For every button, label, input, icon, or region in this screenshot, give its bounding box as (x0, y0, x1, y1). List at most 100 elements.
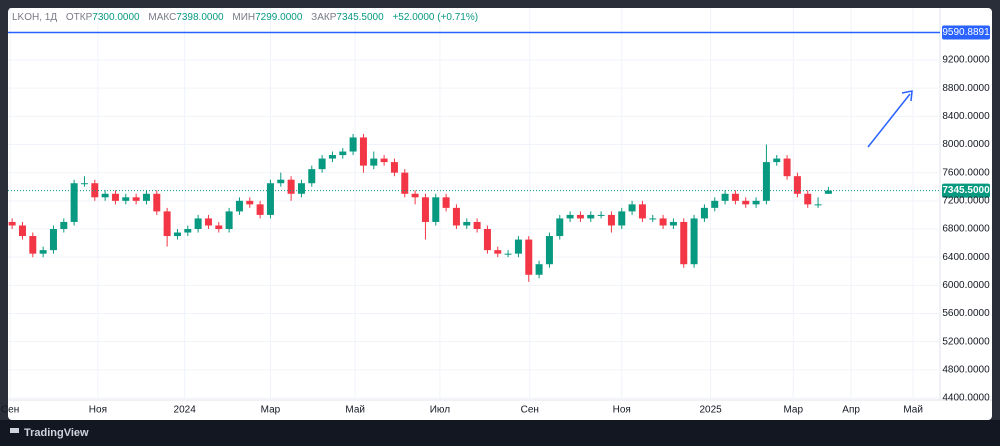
x-tick-label: Мар (261, 405, 281, 416)
y-tick-label: 9200.0000 (942, 55, 990, 66)
candle-body (70, 183, 78, 222)
candle-body (49, 229, 57, 251)
candle-body (793, 176, 801, 194)
candle-body (339, 151, 347, 156)
candle-body (504, 253, 512, 255)
candle-body (514, 239, 522, 254)
candle-body (463, 221, 471, 226)
brand: TradingView (24, 427, 89, 439)
candle-body (432, 197, 440, 222)
x-tick-label: 2024 (174, 405, 197, 416)
candle-body (731, 193, 739, 201)
grid (8, 8, 940, 400)
candle-body (142, 193, 150, 201)
y-tick-label: 4800.0000 (942, 364, 990, 375)
x-tick-label: Апр (842, 405, 860, 416)
y-tick-label: 4400.0000 (942, 393, 990, 404)
candle-body (804, 193, 812, 205)
candle-body (153, 193, 161, 212)
candle-body (483, 229, 491, 251)
candle-body (184, 229, 192, 233)
candle-body (39, 250, 47, 254)
candle-body (566, 214, 574, 219)
candle-body (91, 183, 99, 198)
candle-body (215, 225, 223, 230)
candle-body (204, 218, 212, 226)
header: LKOH, 1Д ОТКР7300.0000 МАКС7398.0000 МИН… (12, 12, 478, 23)
x-tick-label: Сен (521, 405, 539, 416)
y-tick-label: 8800.0000 (942, 83, 990, 94)
candle-body (328, 155, 336, 159)
candle-body (256, 204, 264, 215)
candle-body (380, 158, 388, 163)
last-price-bg (942, 183, 990, 198)
candle-body (752, 200, 760, 205)
arrow-line (867, 93, 911, 148)
y-tick-label: 8400.0000 (942, 111, 990, 122)
candle-body (618, 211, 626, 226)
candle-body (690, 218, 698, 265)
candles (8, 133, 832, 282)
candle-body (29, 236, 37, 254)
candle-body (535, 264, 543, 275)
candle-body (359, 137, 367, 166)
candle-body (194, 218, 202, 230)
candle-body (8, 221, 16, 226)
candle-body (132, 197, 140, 201)
candle-body (742, 200, 750, 205)
candle-body (60, 221, 68, 230)
x-tick-label: Июл (430, 405, 450, 416)
candle-body (649, 218, 657, 220)
candle-body (576, 214, 584, 219)
high-label: МАКС (148, 12, 176, 23)
candle-body (390, 162, 398, 173)
candle-body (266, 183, 274, 215)
candle-body (411, 193, 419, 198)
candle-body (318, 158, 326, 170)
open-value: 7300.0000 (92, 12, 140, 23)
x-tick-label: Ноя (613, 405, 631, 416)
hline-label: 9590.8891 (942, 27, 990, 38)
candle-body (122, 197, 130, 201)
candle-body (587, 214, 595, 219)
x-tick-label: Май (903, 405, 923, 416)
hline-label-bg (942, 25, 990, 40)
candle-body (173, 232, 181, 237)
footer (0, 420, 1000, 446)
candle-body (597, 214, 605, 216)
candle-body (783, 158, 791, 177)
candle-body (762, 162, 770, 201)
candle-body (101, 193, 109, 198)
candle-body (721, 193, 729, 201)
candle-body (442, 197, 450, 208)
candle-body (814, 204, 822, 206)
candle-body (277, 179, 285, 184)
candle-body (235, 200, 243, 212)
last-price-label: 7345.5000 (942, 185, 990, 196)
candle-body (452, 207, 460, 226)
logo[interactable]: TradingView (10, 427, 89, 439)
candle-body (525, 239, 533, 275)
candle-body (824, 190, 832, 194)
logo-mark (14, 428, 18, 432)
y-tick-label: 7600.0000 (942, 167, 990, 178)
candle-body (773, 158, 781, 163)
y-tick-label: 5600.0000 (942, 308, 990, 319)
close-value: 7345.5000 (336, 12, 384, 23)
low-value: 7299.0000 (255, 12, 303, 23)
candle-body (607, 214, 615, 226)
low-label: МИН (232, 12, 255, 23)
chart-pane (8, 8, 992, 420)
high-value: 7398.0000 (176, 12, 224, 23)
overlay: 9590.8891 7345.5000 (8, 25, 990, 198)
symbol: LKOH, 1Д (12, 12, 57, 23)
candle-body (669, 221, 677, 226)
candle-body (680, 221, 688, 265)
candle-body (297, 183, 305, 194)
x-tick-label: Сен (1, 405, 19, 416)
y-tick-label: 8000.0000 (942, 139, 990, 150)
open-label: ОТКР (66, 12, 93, 23)
candle-body (287, 179, 295, 194)
